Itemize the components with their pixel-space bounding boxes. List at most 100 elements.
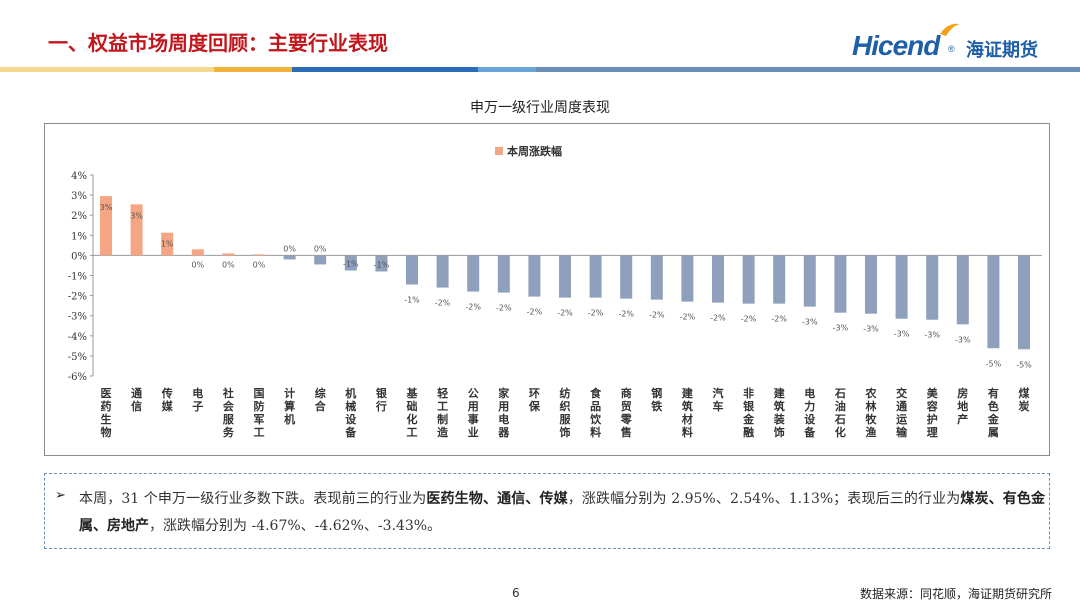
category-label: 社会服务 <box>222 386 235 439</box>
summary-box: ➢ 本周，31 个申万一级行业多数下跌。表现前三的行业为医药生物、通信、传媒，涨… <box>44 473 1050 549</box>
bar <box>773 255 786 304</box>
y-tick-label: -2% <box>68 292 87 303</box>
category-label: 计算机 <box>283 386 295 426</box>
summary-bottom-three: 煤炭、有色金属、房地产 <box>79 491 1046 534</box>
bar <box>222 253 235 256</box>
data-source: 数据来源：同花顺，海证期货研究所 <box>859 587 1052 601</box>
summary-segment: ，涨跌幅分别为 -4.67%、-4.62%、-3.43%。 <box>149 518 442 534</box>
logo-swoosh-icon <box>940 23 960 36</box>
bar <box>803 255 816 307</box>
bar-chart: 本周涨跌幅 4% 3% 2% 1% 0% -1% -2% -3% -4% -5% -6% 3% 医药生物 3… <box>68 144 1042 439</box>
bullet-arrow-icon: ➢ <box>55 488 66 503</box>
category-label: 综合 <box>315 386 327 413</box>
bar <box>956 255 969 325</box>
data-label: -3% <box>833 324 849 333</box>
data-label: -3% <box>924 331 940 340</box>
bar <box>1018 255 1030 350</box>
y-tick-label: -3% <box>68 312 87 323</box>
y-tick-label: -5% <box>68 352 87 363</box>
bar <box>283 255 296 260</box>
chart-frame: 本周涨跌幅 4% 3% 2% 1% 0% -1% -2% -3% -4% -5% -6% 3% 医药生物 3… <box>44 123 1050 456</box>
data-label: -1% <box>343 259 359 268</box>
data-label: 0% <box>253 260 266 269</box>
bar <box>436 255 449 288</box>
bar <box>865 255 877 314</box>
band-segment-1 <box>0 67 214 72</box>
data-label: 3% <box>100 203 113 212</box>
data-label: -1% <box>374 260 390 269</box>
category-label: 商贸零售 <box>620 386 633 439</box>
category-label: 房地产 <box>957 386 968 426</box>
data-label: 0% <box>222 260 235 269</box>
category-label: 交通运输 <box>896 386 908 439</box>
y-tick-label: 2% <box>71 211 87 222</box>
bar <box>712 255 724 303</box>
category-label: 传媒 <box>161 386 174 413</box>
category-label: 银行 <box>375 386 388 413</box>
y-tick-label: 4% <box>71 171 87 182</box>
summary-top-three: 医药生物、通信、传媒 <box>426 491 568 507</box>
data-label: -2% <box>771 315 787 324</box>
bar <box>589 255 602 298</box>
bar <box>375 255 388 272</box>
band-segment-5 <box>536 67 1080 72</box>
data-label: -2% <box>710 314 726 323</box>
bar <box>926 255 939 320</box>
data-label: -3% <box>894 330 910 339</box>
data-label: -2% <box>527 308 543 317</box>
header-color-band <box>0 67 1080 72</box>
logo-chinese-name: 海证期货 <box>966 40 1038 61</box>
band-segment-4 <box>478 67 536 72</box>
data-label: -2% <box>465 303 481 312</box>
data-label: -2% <box>557 309 573 318</box>
category-label: 汽车 <box>713 386 724 413</box>
summary-segment: 本周，31 个申万一级行业多数下跌。表现前三的行业为 <box>79 491 427 507</box>
bar <box>650 255 663 300</box>
band-segment-2 <box>214 67 292 72</box>
category-label: 家用电器 <box>497 386 510 439</box>
logo-registered-mark: ® <box>948 44 955 54</box>
y-tick-label: -4% <box>68 332 87 343</box>
data-label: -5% <box>986 359 1002 368</box>
bar <box>497 255 510 293</box>
y-tick-label: 3% <box>71 191 87 202</box>
data-label: -1% <box>404 296 420 305</box>
hicend-logo: Hicend ® 海证期货 <box>852 22 1052 66</box>
data-label: -2% <box>741 315 757 324</box>
y-tick-label: -6% <box>68 372 87 383</box>
category-label: 钢铁 <box>651 386 662 413</box>
data-label: -5% <box>1016 360 1032 369</box>
bar <box>191 249 204 256</box>
bar <box>100 196 112 256</box>
data-label: -3% <box>863 325 879 334</box>
summary-segment: ，涨跌幅分别为 2.95%、2.54%、1.13%；表现后三的行业为 <box>567 491 961 507</box>
legend-swatch <box>495 147 503 155</box>
bar <box>314 255 327 265</box>
data-label: -2% <box>618 310 634 319</box>
data-label: 3% <box>130 211 143 220</box>
bar <box>620 255 633 299</box>
bar <box>681 255 694 302</box>
chart-title: 申万一级行业周度表现 <box>470 100 610 116</box>
category-label: 非银金融 <box>742 386 755 439</box>
band-segment-3 <box>292 67 478 72</box>
summary-text: 本周，31 个申万一级行业多数下跌。表现前三的行业为医药生物、通信、传媒，涨跌幅… <box>79 486 1045 540</box>
page-number: 6 <box>512 586 520 600</box>
bar <box>406 255 418 285</box>
category-label: 食品饮料 <box>589 386 602 439</box>
category-label: 煤炭 <box>1019 386 1031 413</box>
data-label: -2% <box>649 311 665 320</box>
logo-text: Hicend <box>852 30 940 61</box>
category-label: 基础化工 <box>406 386 419 439</box>
bar <box>742 255 755 304</box>
bar <box>130 204 143 256</box>
legend-label: 本周涨跌幅 <box>507 144 562 158</box>
bar <box>253 254 265 256</box>
page-title: 一、权益市场周度回顾：主要行业表现 <box>48 31 388 55</box>
category-label: 通信 <box>131 387 142 413</box>
category-label: 轻工制造 <box>437 386 449 439</box>
data-label: -2% <box>496 304 512 313</box>
category-label: 电力设备 <box>803 386 816 439</box>
data-label: 0% <box>283 244 296 253</box>
bar <box>467 255 480 292</box>
